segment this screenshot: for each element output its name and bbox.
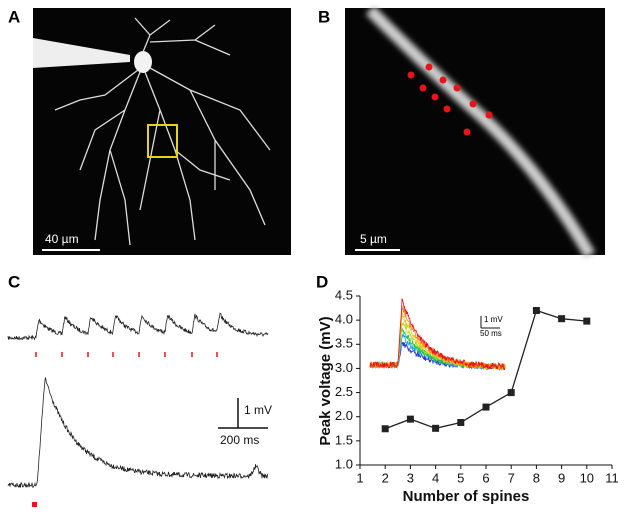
scale-label: 1 mV [244,403,272,417]
dendrite [365,5,596,259]
x-tick-label: 2 [382,470,389,485]
y-tick-label: 1.5 [335,432,353,447]
marker [482,403,490,411]
x-tick-label: 11 [605,470,619,485]
y-tick-label: 2.5 [335,384,353,399]
scale-label: 200 ms [220,433,259,447]
marker [558,315,566,323]
x-tick-label: 1 [356,470,363,485]
y-tick-label: 4.0 [335,312,353,327]
zoom-box [147,124,178,158]
marker [432,424,440,432]
scale-label: 1 mV [484,315,503,324]
x-tick-label: 6 [482,470,489,485]
y-tick-label: 2.0 [335,408,353,423]
x-tick-label: 9 [558,470,565,485]
marker [532,306,540,314]
marker [406,415,414,423]
uncaging-spots [407,63,493,136]
stimulus-mark [32,502,37,507]
x-tick-label: 5 [457,470,464,485]
traces [7,312,269,507]
marker [583,317,591,325]
trace [369,297,506,370]
scale-label: 40 µm [45,232,79,246]
panel-label: D [316,272,328,291]
y-tick-label: 4.5 [335,287,353,302]
x-tick-label: 10 [580,470,594,485]
y-tick-label: 3.0 [335,360,353,375]
inset [369,297,506,371]
x-tick-label: 3 [407,470,414,485]
scale-label: 50 ms [480,329,502,338]
x-tick-label: 4 [432,470,439,485]
y-tick-label: 3.5 [335,336,353,351]
panel-label: C [8,272,20,291]
trace [7,377,269,489]
x-axis-label: Number of spines [403,488,530,505]
marker [457,419,465,427]
panel-label: B [318,7,330,26]
marker [381,425,389,433]
scale-label: 5 µm [360,232,387,246]
y-tick-label: 1.0 [335,456,353,471]
panel-label: A [8,7,20,26]
trace [7,312,269,341]
x-tick-label: 7 [508,470,515,485]
y-axis-label: Peak voltage (mV) [317,316,334,445]
neuron [33,17,271,246]
x-tick-label: 8 [533,470,540,485]
marker [507,389,515,397]
